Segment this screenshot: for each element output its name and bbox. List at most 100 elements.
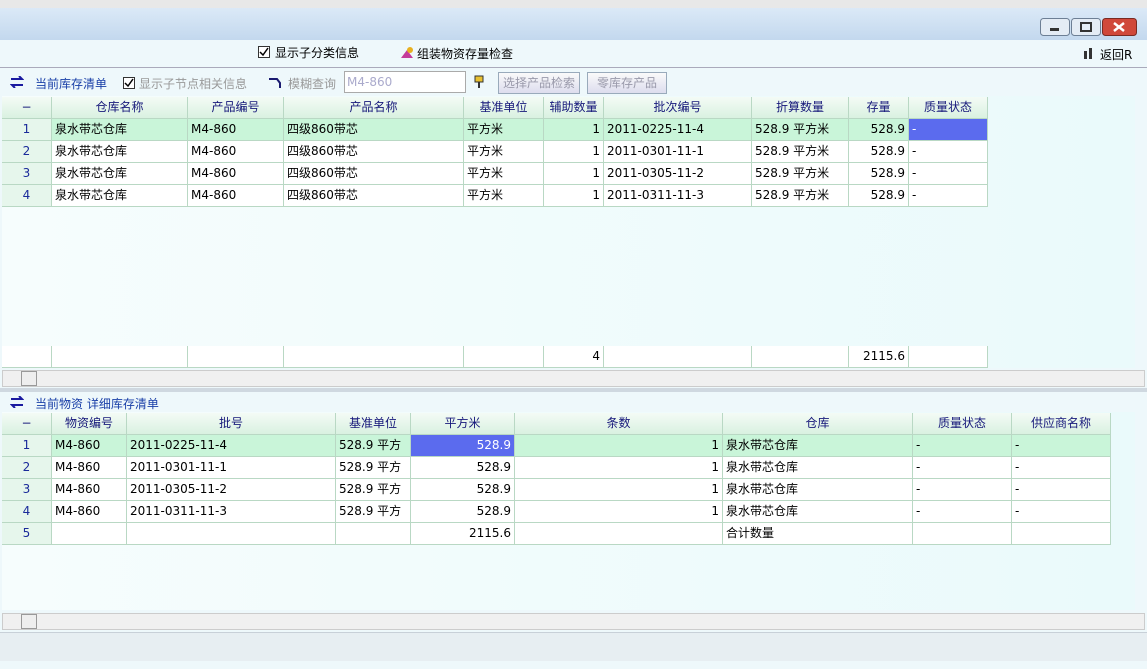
grid-cell: 4 <box>2 185 52 207</box>
grid-cell: 2011-0225-11-4 <box>604 119 752 141</box>
column-header: 基准单位 <box>464 97 544 119</box>
grid-cell: M4-860 <box>188 141 284 163</box>
grid-cell: 528.9 <box>849 119 909 141</box>
checkbox-label[interactable]: 显示子分类信息 <box>275 46 360 60</box>
column-header: 仓库 <box>723 413 913 435</box>
search-input[interactable]: M4-860 <box>344 71 466 93</box>
grid-cell: 528.9 <box>849 141 909 163</box>
grid-cell: 528.9 平方 <box>336 501 411 523</box>
column-header: 基准单位 <box>336 413 411 435</box>
grid-cell: 1 <box>544 185 604 207</box>
toolbar-button[interactable]: 组装物资存量检查 <box>417 47 514 61</box>
total-cell <box>604 346 752 368</box>
grid-cell: 平方米 <box>464 163 544 185</box>
grid-cell: 四级860带芯 <box>284 185 464 207</box>
grid-cell: 1 <box>544 163 604 185</box>
grid-cell: 528.9 <box>411 457 515 479</box>
column-header: − <box>2 97 52 119</box>
splitter <box>0 388 1147 392</box>
grid-cell: - <box>909 141 988 163</box>
grid-cell <box>52 523 127 545</box>
column-header: 质量状态 <box>909 97 988 119</box>
grid-cell: 2011-0311-11-3 <box>604 185 752 207</box>
grid-cell: 528.9 <box>849 163 909 185</box>
grid-cell: 四级860带芯 <box>284 141 464 163</box>
column-header: 折算数量 <box>752 97 849 119</box>
grid-cell: 泉水带芯仓库 <box>52 163 188 185</box>
column-header: 仓库名称 <box>52 97 188 119</box>
column-header: 存量 <box>849 97 909 119</box>
checkbox-label[interactable]: 显示子节点相关信息 <box>139 77 248 91</box>
grid-cell: 泉水带芯仓库 <box>52 185 188 207</box>
total-cell: 4 <box>544 346 604 368</box>
grid-cell: 1 <box>515 457 723 479</box>
scrollbar[interactable] <box>2 370 1145 387</box>
grid-cell: M4-860 <box>52 479 127 501</box>
grid-cell: M4-860 <box>188 163 284 185</box>
column-header: − <box>2 413 52 435</box>
grid-cell: M4-860 <box>52 457 127 479</box>
grid-cell: - <box>909 119 988 141</box>
grid-cell: 泉水带芯仓库 <box>723 479 913 501</box>
column-header: 质量状态 <box>913 413 1012 435</box>
back-button[interactable]: 返回R <box>1100 48 1133 62</box>
column-header: 产品编号 <box>188 97 284 119</box>
icon <box>269 78 281 88</box>
total-cell <box>52 346 188 368</box>
button[interactable]: 选择产品检索 <box>498 72 580 94</box>
grid-cell: 528.9 平方米 <box>752 141 849 163</box>
grid-cell: 1 <box>515 501 723 523</box>
window-controls[interactable] <box>1040 18 1138 37</box>
grid-cell: 平方米 <box>464 185 544 207</box>
grid-cell: - <box>909 185 988 207</box>
icon <box>1084 48 1092 59</box>
grid-cell: 1 <box>515 435 723 457</box>
grid-cell: 平方米 <box>464 119 544 141</box>
total-cell <box>188 346 284 368</box>
detail-grid: − 物资编号 批号 基准单位 平方米 条数 仓库 质量状态 供应商名称 1 M4-860 2011-0… <box>2 412 1135 610</box>
grid-cell: 泉水带芯仓库 <box>52 119 188 141</box>
grid-cell: 四级860带芯 <box>284 163 464 185</box>
grid-cell: 528.9 平方 <box>336 479 411 501</box>
grid-cell: - <box>913 501 1012 523</box>
grid-cell: 2 <box>2 457 52 479</box>
grid-cell: M4-860 <box>188 119 284 141</box>
grid-cell: 3 <box>2 479 52 501</box>
grid-cell: M4-860 <box>188 185 284 207</box>
column-header: 供应商名称 <box>1012 413 1111 435</box>
total-cell <box>2 346 52 368</box>
grid-cell: - <box>1012 501 1111 523</box>
total-cell <box>909 346 988 368</box>
grid-cell: 2115.6 <box>411 523 515 545</box>
grid-cell: 2011-0225-11-4 <box>127 435 336 457</box>
grid-cell: - <box>1012 435 1111 457</box>
grid-cell: 528.9 <box>411 435 515 457</box>
menu-bar <box>0 0 1147 8</box>
grid-cell: 5 <box>2 523 52 545</box>
status-bar <box>0 632 1147 661</box>
total-cell <box>752 346 849 368</box>
grid-cell: M4-860 <box>52 435 127 457</box>
grid-cell <box>515 523 723 545</box>
grid-cell: 4 <box>2 501 52 523</box>
checkbox[interactable] <box>258 46 270 58</box>
grid-cell: - <box>1012 479 1111 501</box>
grid-cell: 1 <box>2 119 52 141</box>
total-cell <box>284 346 464 368</box>
total-cell: 2115.6 <box>849 346 909 368</box>
grid-cell: 528.9 平方米 <box>752 185 849 207</box>
grid-cell: 528.9 平方 <box>336 457 411 479</box>
grid-cell: 平方米 <box>464 141 544 163</box>
grid-cell <box>1012 523 1111 545</box>
grid-cell: - <box>913 457 1012 479</box>
grid-cell: - <box>909 163 988 185</box>
grid-cell: 3 <box>2 163 52 185</box>
grid-cell: 1 <box>544 119 604 141</box>
button[interactable]: 零库存产品 <box>587 72 667 94</box>
checkbox[interactable] <box>123 77 135 89</box>
grid-cell: 泉水带芯仓库 <box>52 141 188 163</box>
grid-cell: 2011-0305-11-2 <box>127 479 336 501</box>
grid-cell: 1 <box>515 479 723 501</box>
scrollbar[interactable] <box>2 613 1145 630</box>
